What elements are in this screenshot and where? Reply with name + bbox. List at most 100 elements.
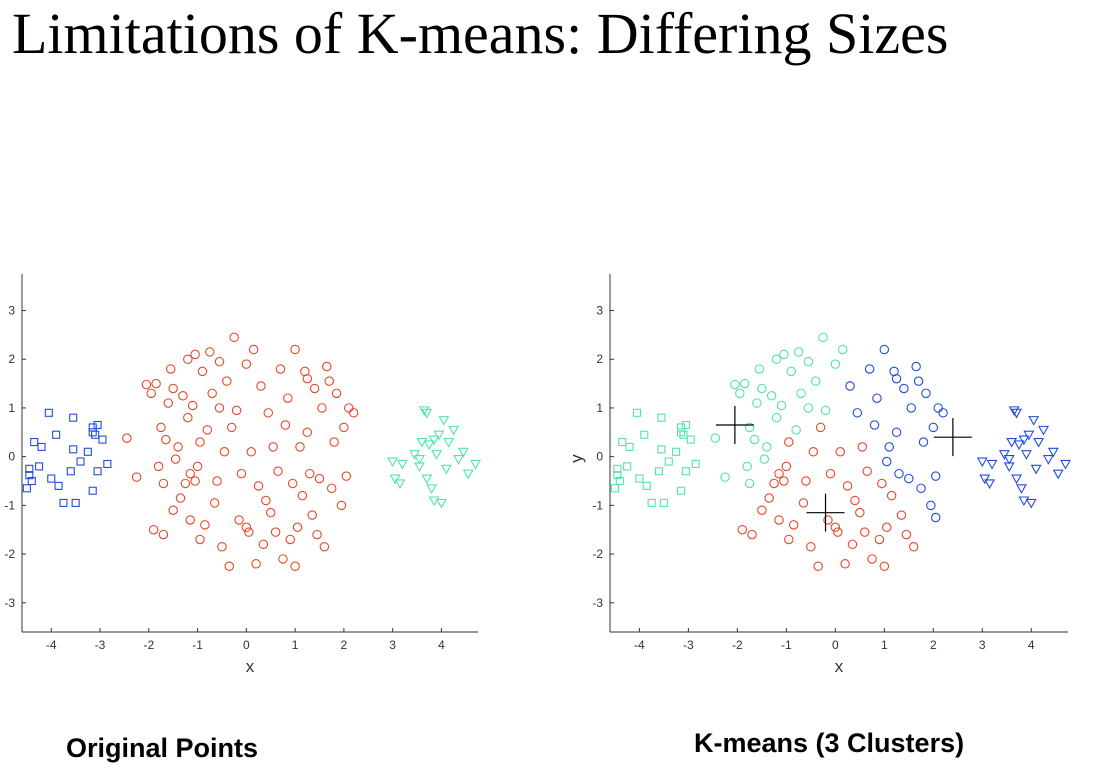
chart1-series0-point19 — [681, 420, 690, 430]
chart1-series3-point3 — [781, 461, 792, 472]
chart1-series2-point6 — [884, 442, 894, 452]
chart1-series3-point34 — [737, 524, 748, 535]
chart0-series1-point22 — [197, 366, 208, 377]
chart0-series0-point23 — [103, 459, 112, 469]
chart1-series2-point5 — [879, 344, 890, 355]
chart1-series4-point0 — [976, 457, 988, 468]
chart0-series2-point25 — [428, 435, 440, 446]
chart1-series0-point23 — [691, 459, 700, 469]
x-tick-label: -2 — [143, 638, 154, 652]
chart0-series1-point34 — [234, 515, 244, 525]
chart1-series2-point14 — [916, 483, 926, 494]
chart0-series1-point5 — [153, 461, 164, 472]
chart0-series1-point92 — [302, 373, 313, 384]
chart0-series0-point17 — [88, 423, 97, 432]
chart1-series1-point18 — [793, 347, 804, 357]
chart0-series1-point49 — [280, 420, 291, 430]
chart1-series1-point13 — [771, 412, 782, 423]
chart1-series1-point25 — [837, 344, 848, 355]
chart0-series1-point10 — [168, 383, 178, 394]
chart0-series1-point37 — [244, 527, 254, 537]
chart0-series1-point0 — [122, 433, 132, 443]
chart1-series0-point14 — [664, 457, 673, 466]
y-axis-label: y — [567, 454, 586, 463]
chart0-series1-point27 — [212, 476, 222, 486]
chart1-centroid-0 — [715, 405, 754, 444]
chart1-series4-point3 — [986, 459, 998, 470]
chart1-series3-point0 — [757, 505, 767, 515]
chart0-series2-point14 — [433, 430, 445, 441]
chart0-series2-point9 — [421, 474, 433, 485]
y-tick-label: -2 — [592, 547, 603, 561]
chart1-series0-point20 — [676, 486, 686, 495]
x-tick-label: 2 — [930, 638, 937, 652]
chart1-series0-point11 — [657, 445, 666, 454]
chart1-series3-point10 — [825, 468, 836, 479]
chart1-series3-point26 — [779, 476, 789, 486]
chart0-series1-point67 — [329, 437, 339, 447]
chart0-series1-point46 — [273, 466, 283, 477]
chart0-series2-point12 — [428, 496, 440, 507]
chart0-series1-point81 — [312, 529, 322, 540]
chart1-series3-point38 — [840, 559, 850, 569]
chart0-series0-point7 — [52, 430, 61, 439]
chart0-series1-point48 — [278, 554, 288, 564]
chart1-series1-point5 — [742, 461, 752, 472]
chart0-series1-point59 — [304, 468, 315, 479]
chart0-series2-point0 — [387, 457, 399, 468]
chart1-series0-point24 — [623, 462, 632, 471]
chart0-series2-point11 — [426, 484, 438, 494]
chart0-series1-point38 — [246, 447, 256, 457]
slide-title: Limitations of K-means: Differing Sizes — [12, 1, 949, 66]
chart0-series2-point22 — [462, 469, 474, 480]
x-tick-label: -3 — [95, 638, 106, 652]
chart0-series1-point3 — [146, 388, 156, 399]
chart1-series2-point25 — [930, 512, 941, 523]
x-tick-label: 3 — [389, 638, 396, 652]
x-tick-label: -1 — [192, 638, 203, 652]
chart0-series0-point1 — [25, 464, 34, 473]
chart1-series1-point9 — [757, 383, 767, 394]
chart1-series4-point16 — [1028, 416, 1040, 426]
chart0-series1-point12 — [170, 454, 181, 464]
chart0-series1-point17 — [185, 468, 196, 479]
chart0-series0-point6 — [44, 408, 53, 417]
chart0-series1-point51 — [285, 534, 295, 545]
chart1-series1-point24 — [830, 359, 841, 369]
chart1-series1-point27 — [771, 354, 782, 364]
chart0-series0-point14 — [76, 457, 85, 466]
chart1-series1-point14 — [776, 400, 787, 411]
chart0-series0-point8 — [54, 481, 63, 490]
chart0-series1-point39 — [248, 344, 259, 355]
y-tick-label: 2 — [8, 352, 15, 366]
chart0-series1-point74 — [163, 398, 174, 408]
chart0-series1-point91 — [241, 522, 252, 533]
chart1-series1-point2 — [730, 379, 740, 390]
chart0-series1-point8 — [161, 434, 171, 445]
chart0-series1-point26 — [207, 388, 217, 399]
chart1-centroid-1 — [806, 493, 845, 532]
chart1-series1-point29 — [744, 478, 755, 489]
chart0-series2-point20 — [453, 455, 464, 465]
chart1-series3-point39 — [830, 522, 841, 533]
chart1-series3-point19 — [874, 534, 885, 545]
scatter-plot-original: -4 -3 -2 -1 0 1 2 3 4 -3 -2 -1 0 1 2 3 x — [0, 270, 482, 682]
x-tick-label: 1 — [292, 638, 299, 652]
chart0-series1-point2 — [141, 379, 152, 390]
chart1-series0-point5 — [625, 442, 634, 451]
chart1-series3-point16 — [857, 442, 868, 452]
chart0-series1-point73 — [348, 408, 359, 418]
chart0-series1-point33 — [231, 405, 242, 416]
y-tick-label: 0 — [596, 450, 603, 464]
chart1-series2-point24 — [882, 456, 892, 467]
chart0-series1-point87 — [158, 529, 169, 540]
chart0-series1-point83 — [261, 495, 271, 506]
chart1-series0-point16 — [676, 428, 686, 437]
chart0-series2-point15 — [435, 498, 447, 509]
chart1-series2-point21 — [938, 408, 948, 418]
chart0-series1-point53 — [290, 344, 300, 355]
x-tick-label: -4 — [46, 638, 57, 652]
chart0-series1-point77 — [209, 498, 220, 508]
chart1-series2-point18 — [928, 422, 939, 433]
chart1-series4-point14 — [1023, 430, 1035, 441]
